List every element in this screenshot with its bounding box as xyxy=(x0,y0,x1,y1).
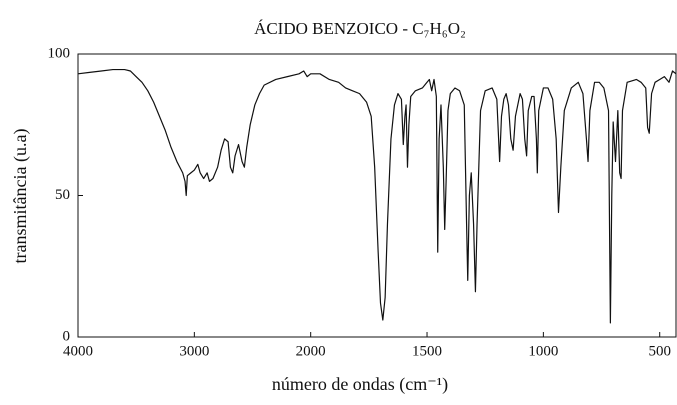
y-axis-label: transmitância (u.a) xyxy=(10,129,31,264)
x-tick-label: 3000 xyxy=(179,343,209,359)
spectrum-line xyxy=(77,68,677,324)
x-tick-label: 500 xyxy=(648,343,671,359)
y-tick-label: 100 xyxy=(48,45,71,61)
x-axis-label: número de ondas (cm⁻¹) xyxy=(272,374,448,395)
x-tick-label: 4000 xyxy=(63,343,93,359)
plot-frame xyxy=(77,53,677,338)
x-tick-label: 1000 xyxy=(528,343,558,359)
x-tick-label: 1500 xyxy=(412,343,442,359)
y-tick-label: 0 xyxy=(63,328,71,344)
x-tick-label: 2000 xyxy=(296,343,326,359)
y-tick-label: 50 xyxy=(55,187,70,203)
chart-title: ÁCIDO BENZOICO - C₇H₆O₂ xyxy=(254,19,466,38)
